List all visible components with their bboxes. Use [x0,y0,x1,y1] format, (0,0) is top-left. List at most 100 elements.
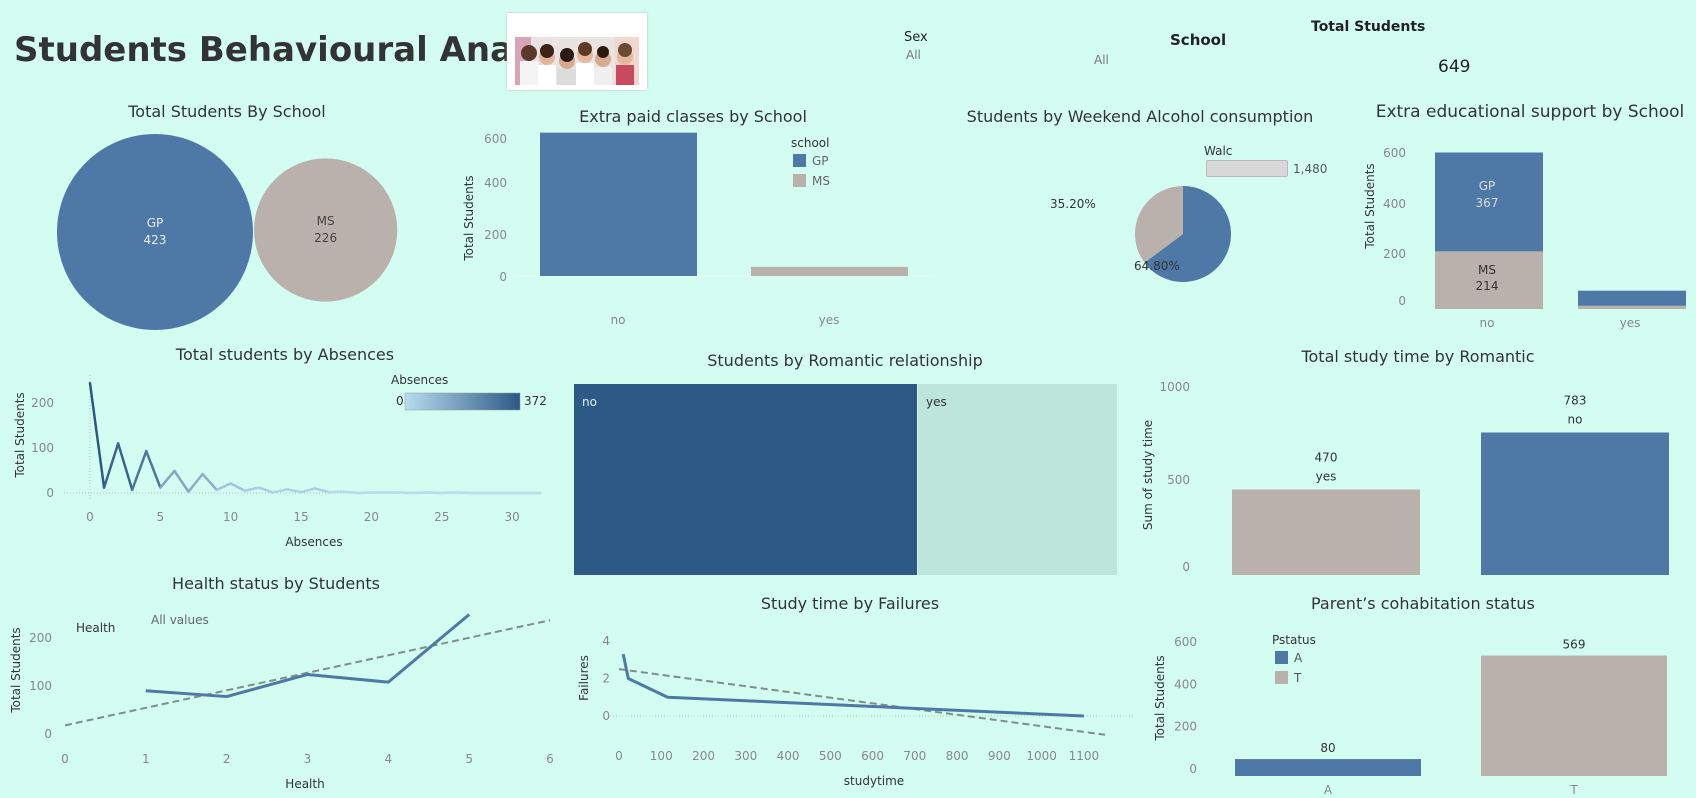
absences-line-segment[interactable] [271,488,289,494]
absences-ytick: 200 [31,396,54,410]
pie-slice-gp[interactable] [1144,186,1231,282]
absences-xtick: 20 [364,510,379,524]
walc-legend-title: Walc [1204,144,1233,158]
school-filter-value[interactable]: All [1094,53,1109,67]
absences-line-segment[interactable] [285,488,303,494]
health-xticks: 0 1 2 3 4 5 6 [61,752,554,766]
absences-legend-max: 372 [524,394,547,408]
support-gp-value: 367 [1476,196,1499,210]
absences-xtick: 30 [504,510,519,524]
students-photo [507,13,647,90]
absences-line-segment[interactable] [215,482,232,492]
treemap-tile-yes[interactable] [918,384,1117,575]
pie-label-ms: 35.20% [1050,197,1096,211]
health-xtick: 3 [304,752,312,766]
pstatus-value-a: 80 [1320,741,1335,755]
extra-paid-bar-no[interactable] [540,132,697,276]
failures-xtick: 300 [734,749,757,763]
pstatus-ytick: 600 [1174,635,1197,649]
support-bar-yes-ms[interactable] [1578,305,1686,309]
pstatus-legend-t[interactable]: T [1293,671,1302,685]
absences-line-segment[interactable] [313,487,331,494]
absences-xtick: 25 [434,510,449,524]
health-xtick: 1 [142,752,150,766]
support-bar-no-ms[interactable] [1435,251,1543,309]
absences-xticks: 0 5 10 15 20 25 30 [86,510,520,524]
absences-line-segment[interactable] [187,472,204,493]
health-line-series[interactable] [145,613,471,699]
absences-legend-min: 0 [396,394,404,408]
pstatus-yticks: 0 200 400 600 [1174,635,1197,776]
support-gp-name: GP [1479,179,1496,193]
absences-line-segment[interactable] [299,487,317,494]
absences-title: Total students by Absences [175,345,395,364]
bubble-gp[interactable] [57,134,253,330]
pie-slice-ms[interactable] [1135,186,1183,263]
kpi-label: Total Students [1311,19,1426,35]
failures-xtick: 1000 [1026,749,1057,763]
health-legend-title: Health [76,621,115,635]
studytime-bar-no[interactable] [1481,432,1669,575]
pstatus-value-t: 569 [1563,638,1586,652]
support-ytick: 200 [1383,247,1406,261]
support-bar-yes-gp[interactable] [1578,290,1686,306]
studytime-romantic-title: Total study time by Romantic [1301,347,1535,366]
pstatus-xtick-t: T [1569,783,1578,797]
bubble-ms[interactable] [254,158,398,302]
failures-line-series[interactable] [621,653,1084,718]
failures-xlabel: studytime [844,774,904,788]
support-ytick: 400 [1383,197,1406,211]
absences-line-segment[interactable] [257,486,275,494]
studytime-bar-yes[interactable] [1232,489,1420,575]
studytime-romantic-ylabel: Sum of study time [1141,420,1155,530]
absences-line-segment[interactable] [130,449,148,492]
walc-legend-bar[interactable] [1206,160,1288,177]
pstatus-xtick-a: A [1324,783,1333,797]
extra-paid-legend-gp[interactable]: GP [812,154,829,168]
support-ytick: 600 [1383,146,1406,160]
extra-paid-legend-ms[interactable]: MS [812,174,830,188]
pie-label-gp: 64.80% [1134,259,1180,273]
absences-xtick: 10 [223,510,238,524]
absences-xtick: 5 [157,510,165,524]
absences-line-segment[interactable] [229,482,247,492]
failures-title: Study time by Failures [760,594,940,613]
health-legend-value[interactable]: All values [151,613,209,627]
health-ylabel: Total Students [9,627,23,713]
absences-line-segment[interactable] [201,472,218,492]
absences-line-segment[interactable] [342,490,359,495]
extra-paid-xtick-no: no [611,313,626,327]
pstatus-bar-t[interactable] [1481,655,1667,776]
treemap-tile-no[interactable] [574,384,918,575]
support-bar-no-gp[interactable] [1435,152,1543,252]
studytime-category-yes: yes [1316,469,1337,483]
pstatus-bar-a[interactable] [1235,759,1421,776]
absences-line-segment[interactable] [88,381,106,489]
failures-ytick: 2 [602,672,610,686]
absences-line-segment[interactable] [159,469,176,489]
absences-line-segment[interactable] [102,442,120,489]
absences-line-segment[interactable] [116,442,134,492]
absences-legend-gradient[interactable] [404,392,521,411]
absences-line-segment[interactable] [145,449,162,489]
absences-ylabel: Total Students [13,392,27,478]
failures-ylabel: Failures [577,655,591,701]
support-ytick: 0 [1398,294,1406,308]
health-yticks: 0 100 200 [29,631,52,741]
pstatus-legend-swatch-t [1275,671,1288,684]
dashboard-title: Students Behavioural Analysis [14,30,599,70]
absences-line-segment[interactable] [173,469,190,493]
bubble-ms-value: 226 [314,231,337,245]
absences-line-series[interactable] [88,381,542,495]
sex-filter-value[interactable]: All [906,48,921,62]
extra-paid-legend-swatch-gp [793,154,806,167]
absences-xlabel: Absences [285,535,342,549]
pstatus-legend-a[interactable]: A [1294,651,1303,665]
studytime-category-no: no [1568,412,1583,426]
romantic-chart: no yes [574,384,1117,575]
failures-xtick: 1100 [1069,749,1100,763]
extra-paid-bar-yes[interactable] [751,266,908,276]
absences-line-segment[interactable] [243,486,261,492]
support-ylabel: Total Students [1363,163,1377,249]
failures-xticks: 0 100 200 300 400 500 600 700 800 900 1000 1100 [615,749,1099,763]
